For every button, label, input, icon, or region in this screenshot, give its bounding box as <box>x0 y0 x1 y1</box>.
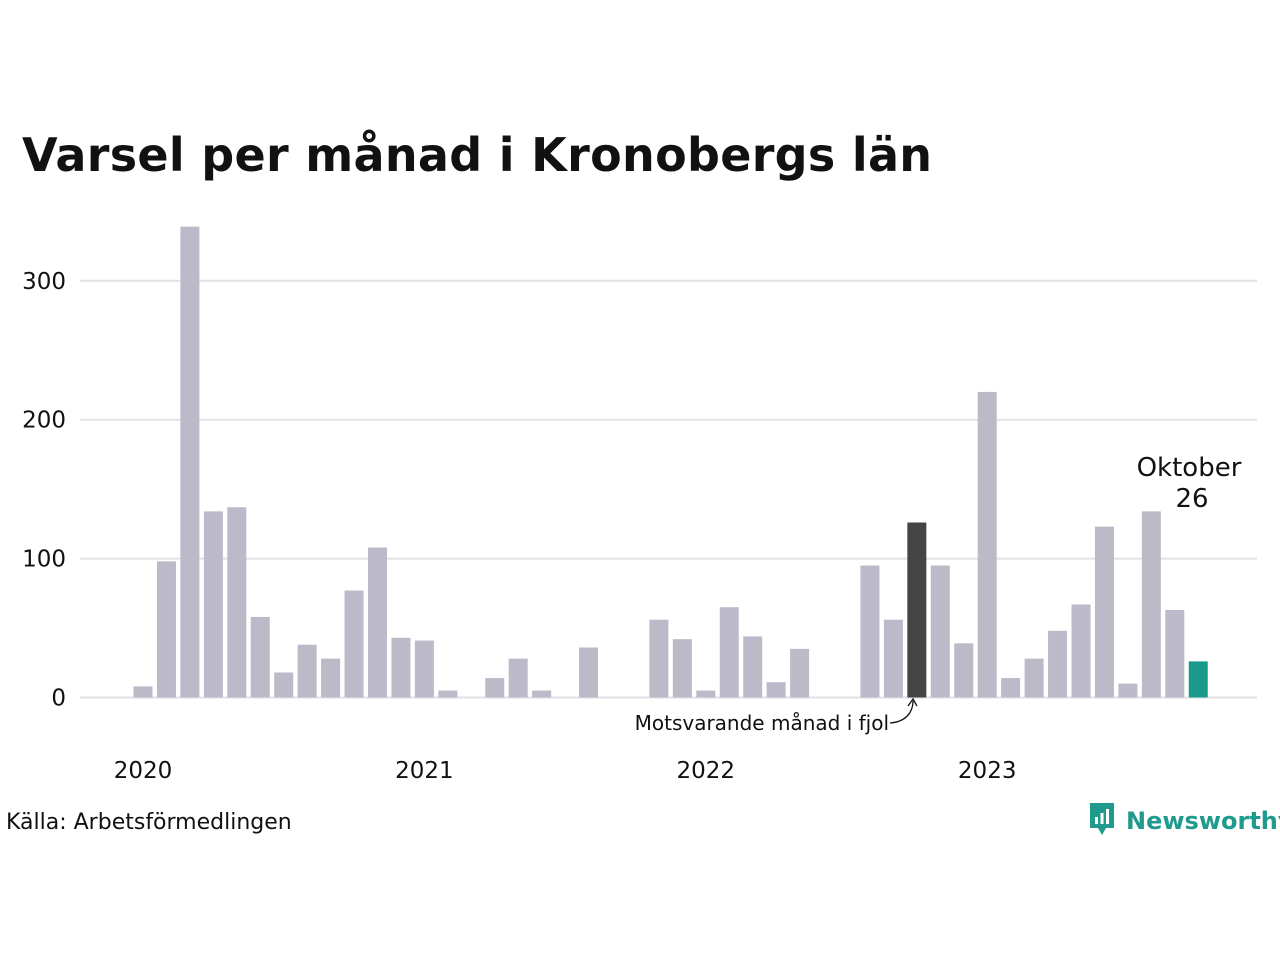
bar-2022-10 <box>907 522 927 698</box>
annotation-previous-year-label: Motsvarande månad i fjol <box>635 711 889 735</box>
x-tick-label: 2023 <box>958 758 1017 784</box>
annotations: Oktober 26 Motsvarande månad i fjol <box>635 453 1242 735</box>
bar-2023-06 <box>1094 526 1114 698</box>
bar-2021-11 <box>649 619 669 698</box>
bar-chart: 0 100 200 300 2020 2021 2022 2023 Oktober 26 M… <box>22 226 1257 784</box>
bars <box>133 226 1208 698</box>
chart-title: Varsel per månad i Kronobergs län <box>22 128 933 182</box>
source-note: Källa: Arbetsförmedlingen <box>6 810 292 835</box>
bar-2023-08 <box>1141 511 1161 698</box>
bar-2020-11 <box>368 547 387 698</box>
bar-2020-07 <box>274 672 294 698</box>
bar-2022-11 <box>930 565 950 698</box>
bar-2023-01 <box>977 391 997 698</box>
bar-2021-06 <box>532 690 552 698</box>
bar-2022-02 <box>719 607 739 698</box>
bar-2020-04 <box>203 511 223 698</box>
bar-2020-06 <box>250 616 270 698</box>
bar-2023-02 <box>1001 678 1021 698</box>
x-axis-ticks: 2020 2021 2022 2023 <box>114 758 1017 784</box>
bar-2020-02 <box>156 561 176 698</box>
y-tick-label: 100 <box>22 547 66 573</box>
annotation-latest-value: 26 <box>1175 484 1208 514</box>
y-tick-label: 0 <box>51 686 66 712</box>
bar-2023-03 <box>1024 658 1044 698</box>
bar-2020-01 <box>133 686 153 698</box>
bar-2022-03 <box>743 636 763 698</box>
newsworthy-logo-text: Newsworthy <box>1126 807 1280 835</box>
bar-2022-01 <box>696 690 716 698</box>
bar-2020-10 <box>344 590 364 698</box>
bar-2020-03 <box>180 226 200 698</box>
x-tick-label: 2020 <box>114 758 173 784</box>
y-tick-label: 200 <box>22 408 66 434</box>
y-axis-ticks: 0 100 200 300 <box>22 269 66 712</box>
bar-2021-12 <box>672 639 692 698</box>
bar-2020-05 <box>227 507 247 698</box>
bar-2022-04 <box>766 682 786 698</box>
bar-2020-12 <box>391 637 411 698</box>
newsworthy-logo-icon <box>1088 801 1116 841</box>
bar-2021-01 <box>414 640 434 698</box>
bar-2023-04 <box>1048 630 1068 698</box>
annotation-arrowhead <box>907 697 918 707</box>
bar-2023-05 <box>1071 604 1091 698</box>
y-tick-label: 300 <box>22 269 66 295</box>
bar-2023-07 <box>1118 683 1138 698</box>
bar-2021-02 <box>438 690 458 698</box>
bar-2021-04 <box>485 678 505 698</box>
annotation-latest-month: Oktober <box>1137 453 1242 483</box>
x-tick-label: 2021 <box>395 758 454 784</box>
newsworthy-logo: Newsworthy <box>1088 803 1280 839</box>
bar-2022-08 <box>860 565 880 698</box>
bar-2020-08 <box>297 644 317 698</box>
x-tick-label: 2022 <box>677 758 736 784</box>
bar-2023-10 <box>1188 661 1208 698</box>
bar-2023-09 <box>1165 609 1185 698</box>
annotation-arrow <box>889 700 914 724</box>
bar-2022-12 <box>954 643 974 698</box>
bar-2022-09 <box>883 619 903 698</box>
bar-2020-09 <box>321 658 341 698</box>
bar-2021-05 <box>508 658 528 698</box>
bar-2022-05 <box>790 648 810 698</box>
bar-2021-08 <box>579 647 599 698</box>
